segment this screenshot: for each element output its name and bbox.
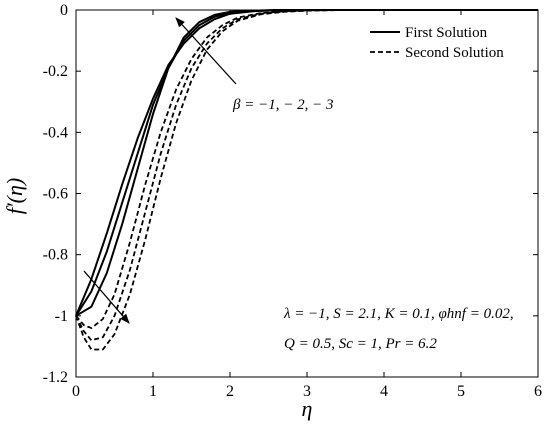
second-solution-line-2	[75, 9, 538, 342]
y-tick-label: -0.6	[43, 186, 68, 203]
y-tick-label: -1.2	[43, 369, 68, 386]
beta-arrow	[175, 17, 237, 85]
x-tick-label: 5	[457, 383, 465, 400]
y-tick-label: -0.2	[43, 63, 68, 80]
params-annotation-line-1: λ = −1, S = 2.1, K = 0.1, φhnf = 0.02,	[283, 306, 514, 322]
x-tick-label: 0	[72, 383, 80, 400]
y-axis-label: f′(η)	[2, 178, 27, 215]
legend: First Solution Second Solution	[370, 25, 504, 61]
y-tick-label: 0	[60, 2, 68, 19]
x-tick-label: 6	[534, 383, 542, 400]
x-tick-label: 3	[303, 383, 311, 400]
params-annotation-line-2: Q = 0.5, Sc = 1, Pr = 6.2	[284, 336, 437, 352]
y-tick-label: -0.8	[43, 247, 68, 264]
axis-ticks: 0 1 2 3 4 5 6 0 -0.2 -0.4 -0.6 -0.8 -1 -1.2	[43, 2, 542, 400]
x-tick-label: 4	[380, 383, 388, 400]
x-tick-label: 1	[149, 383, 157, 400]
y-tick-label: -1	[55, 308, 68, 325]
beta-annotation: β = −1, − 2, − 3	[232, 97, 333, 113]
legend-first-solution-label: First Solution	[405, 25, 488, 41]
x-axis-label: η	[302, 396, 313, 421]
near-wall-arrow	[83, 270, 130, 324]
legend-second-solution-label: Second Solution	[405, 45, 504, 61]
y-tick-label: -0.4	[43, 124, 68, 141]
x-tick-label: 2	[226, 383, 234, 400]
